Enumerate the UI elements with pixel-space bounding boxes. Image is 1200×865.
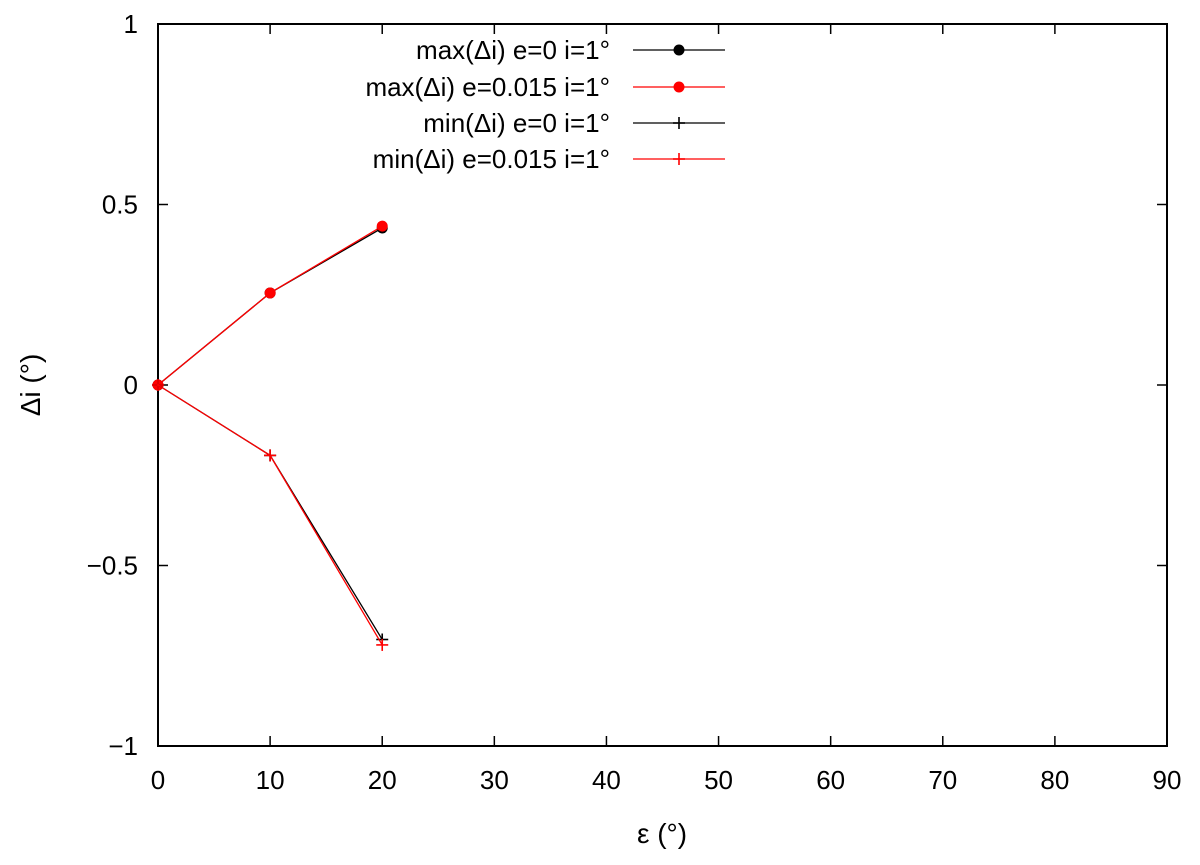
legend-marker-4	[673, 153, 685, 165]
series-line-1	[157, 227, 383, 386]
legend: max(Δi) e=0 i=1° max(Δi) e=0.015 i=1° min(…	[365, 35, 725, 174]
data-point-4	[152, 379, 164, 391]
y-tick-label: 1	[124, 9, 138, 39]
series-line-4	[157, 384, 383, 646]
y-tick-label: −1	[108, 731, 138, 761]
y-axis-label: Δi (°)	[15, 354, 46, 417]
x-tick-label: 80	[1040, 765, 1069, 795]
y-tick-label: 0	[124, 370, 138, 400]
y-tick-label: 0.5	[102, 190, 138, 220]
x-tick-label: 20	[368, 765, 397, 795]
x-tick-label: 70	[928, 765, 957, 795]
series-line-3	[157, 384, 383, 640]
x-tick-label: 90	[1153, 765, 1182, 795]
data-point-2	[376, 220, 388, 232]
series-layer	[152, 220, 389, 651]
legend-label-3: min(Δi) e=0 i=1°	[423, 108, 610, 138]
x-tick-label: 40	[592, 765, 621, 795]
x-tick-label: 30	[480, 765, 509, 795]
legend-label-1: max(Δi) e=0 i=1°	[416, 35, 610, 65]
x-tick-label: 60	[816, 765, 845, 795]
plot-frame	[157, 23, 1168, 747]
x-tick-label: 50	[704, 765, 733, 795]
y-tick-label: −0.5	[87, 551, 138, 581]
x-axis: 0 10 20 30 40 50 60 70 80 90	[151, 24, 1182, 795]
x-tick-label: 0	[151, 765, 165, 795]
legend-marker-3	[673, 117, 685, 129]
legend-marker-2	[673, 81, 685, 93]
legend-marker-1	[673, 44, 685, 56]
y-axis: 1 0.5 0 −0.5 −1	[87, 9, 1167, 761]
legend-label-2: max(Δi) e=0.015 i=1°	[365, 72, 610, 102]
series-line-2	[157, 225, 383, 386]
data-point-4	[376, 638, 389, 651]
data-point-2	[264, 287, 276, 299]
legend-label-4: min(Δi) e=0.015 i=1°	[373, 144, 610, 174]
x-axis-label: ε (°)	[637, 818, 687, 849]
x-tick-label: 10	[256, 765, 285, 795]
data-point-4	[264, 449, 277, 462]
